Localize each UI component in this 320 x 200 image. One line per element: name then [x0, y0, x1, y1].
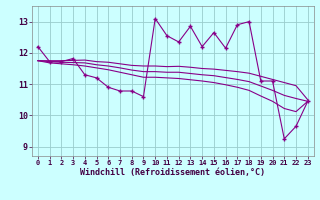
X-axis label: Windchill (Refroidissement éolien,°C): Windchill (Refroidissement éolien,°C)	[80, 168, 265, 177]
